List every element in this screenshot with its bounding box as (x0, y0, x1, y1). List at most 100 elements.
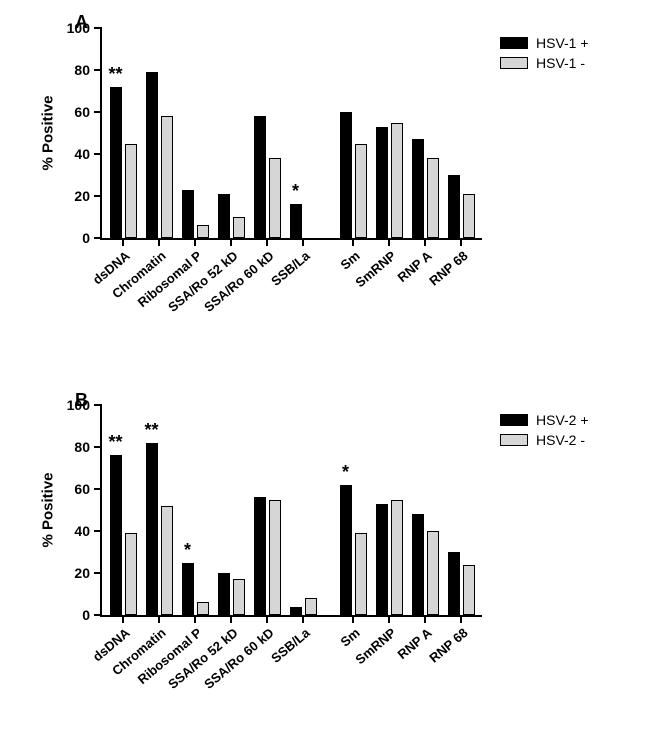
x-tick (230, 615, 232, 623)
bar (146, 443, 158, 615)
bar (125, 144, 137, 239)
x-tick (194, 238, 196, 246)
bar (254, 116, 266, 238)
x-label: RNP 68 (426, 625, 470, 666)
legend-text: HSV-1 + (536, 35, 589, 51)
x-label: Sm (337, 625, 362, 649)
y-tick (94, 488, 102, 490)
bar (269, 158, 281, 238)
y-axis-title: % Positive (40, 472, 57, 547)
x-tick (352, 615, 354, 623)
bar (376, 504, 388, 615)
plot-area-B: 020406080100% PositivedsDNAChromatinRibo… (100, 405, 482, 617)
bar (355, 533, 367, 615)
x-tick (302, 615, 304, 623)
panel-label-B: B (75, 390, 88, 411)
y-tick-label: 80 (74, 439, 90, 455)
significance-marker: ** (108, 432, 122, 453)
bar (197, 602, 209, 615)
legend-row: HSV-1 + (500, 35, 589, 51)
bar (305, 598, 317, 615)
bar-group: SSA/Ro 60 kD (252, 28, 282, 238)
y-tick (94, 446, 102, 448)
y-axis-title: % Positive (40, 95, 57, 170)
y-tick-label: 60 (74, 481, 90, 497)
x-tick (266, 615, 268, 623)
y-tick-label: 40 (74, 523, 90, 539)
bar-group: dsDNA (108, 28, 138, 238)
legend-text: HSV-1 - (536, 55, 585, 71)
bar (448, 175, 460, 238)
y-tick (94, 27, 102, 29)
bar (448, 552, 460, 615)
legend-B: HSV-2 +HSV-2 - (500, 412, 589, 452)
x-tick (460, 238, 462, 246)
x-tick (460, 615, 462, 623)
x-tick (266, 238, 268, 246)
legend-text: HSV-2 - (536, 432, 585, 448)
x-label: Sm (337, 248, 362, 272)
bar (254, 497, 266, 615)
y-tick (94, 404, 102, 406)
legend-swatch (500, 57, 528, 69)
bar-group: SSA/Ro 60 kD (252, 405, 282, 615)
y-tick-label: 0 (82, 607, 90, 623)
legend-A: HSV-1 + HSV-1 - (500, 35, 589, 75)
y-tick-label: 60 (74, 104, 90, 120)
x-label: SmRNP (352, 248, 398, 290)
legend-row: HSV-2 - (500, 432, 589, 448)
bar (463, 194, 475, 238)
y-tick (94, 195, 102, 197)
bar-group: Chromatin (144, 28, 174, 238)
bar (340, 485, 352, 615)
legend-swatch (500, 414, 528, 426)
bar (412, 514, 424, 615)
y-tick-label: 20 (74, 188, 90, 204)
bar (218, 194, 230, 238)
bar-group: Ribosomal P (180, 405, 210, 615)
y-tick-label: 40 (74, 146, 90, 162)
bar (146, 72, 158, 238)
bar (110, 87, 122, 238)
bar (391, 500, 403, 616)
bar (182, 190, 194, 238)
figure: 020406080100% PositivedsDNAChromatinRibo… (0, 0, 653, 747)
bar (218, 573, 230, 615)
bar-group: RNP 68 (446, 405, 476, 615)
bar-group: SSB/La (288, 405, 318, 615)
y-tick-label: 20 (74, 565, 90, 581)
bar (233, 217, 245, 238)
y-tick (94, 530, 102, 532)
bar (391, 123, 403, 239)
significance-marker: * (292, 181, 299, 202)
bar (290, 607, 302, 615)
x-tick (302, 238, 304, 246)
bar-group: SmRNP (374, 28, 404, 238)
bar (269, 500, 281, 616)
x-tick (352, 238, 354, 246)
x-tick (158, 615, 160, 623)
bar-group: Ribosomal P (180, 28, 210, 238)
bar (463, 565, 475, 615)
y-tick (94, 237, 102, 239)
y-tick (94, 111, 102, 113)
legend-row: HSV-1 - (500, 55, 589, 71)
y-tick (94, 153, 102, 155)
x-tick (194, 615, 196, 623)
y-tick (94, 572, 102, 574)
x-tick (424, 615, 426, 623)
y-tick (94, 614, 102, 616)
bar-group: RNP A (410, 405, 440, 615)
bar-group: SSB/La (288, 28, 318, 238)
legend-swatch (500, 37, 528, 49)
bar (161, 116, 173, 238)
bar (290, 204, 302, 238)
bar (110, 455, 122, 615)
bar (412, 139, 424, 238)
bar-group: SmRNP (374, 405, 404, 615)
x-label: SmRNP (352, 625, 398, 667)
x-tick (122, 238, 124, 246)
bar-group: SSA/Ro 52 kD (216, 405, 246, 615)
bar (125, 533, 137, 615)
bar (233, 579, 245, 615)
